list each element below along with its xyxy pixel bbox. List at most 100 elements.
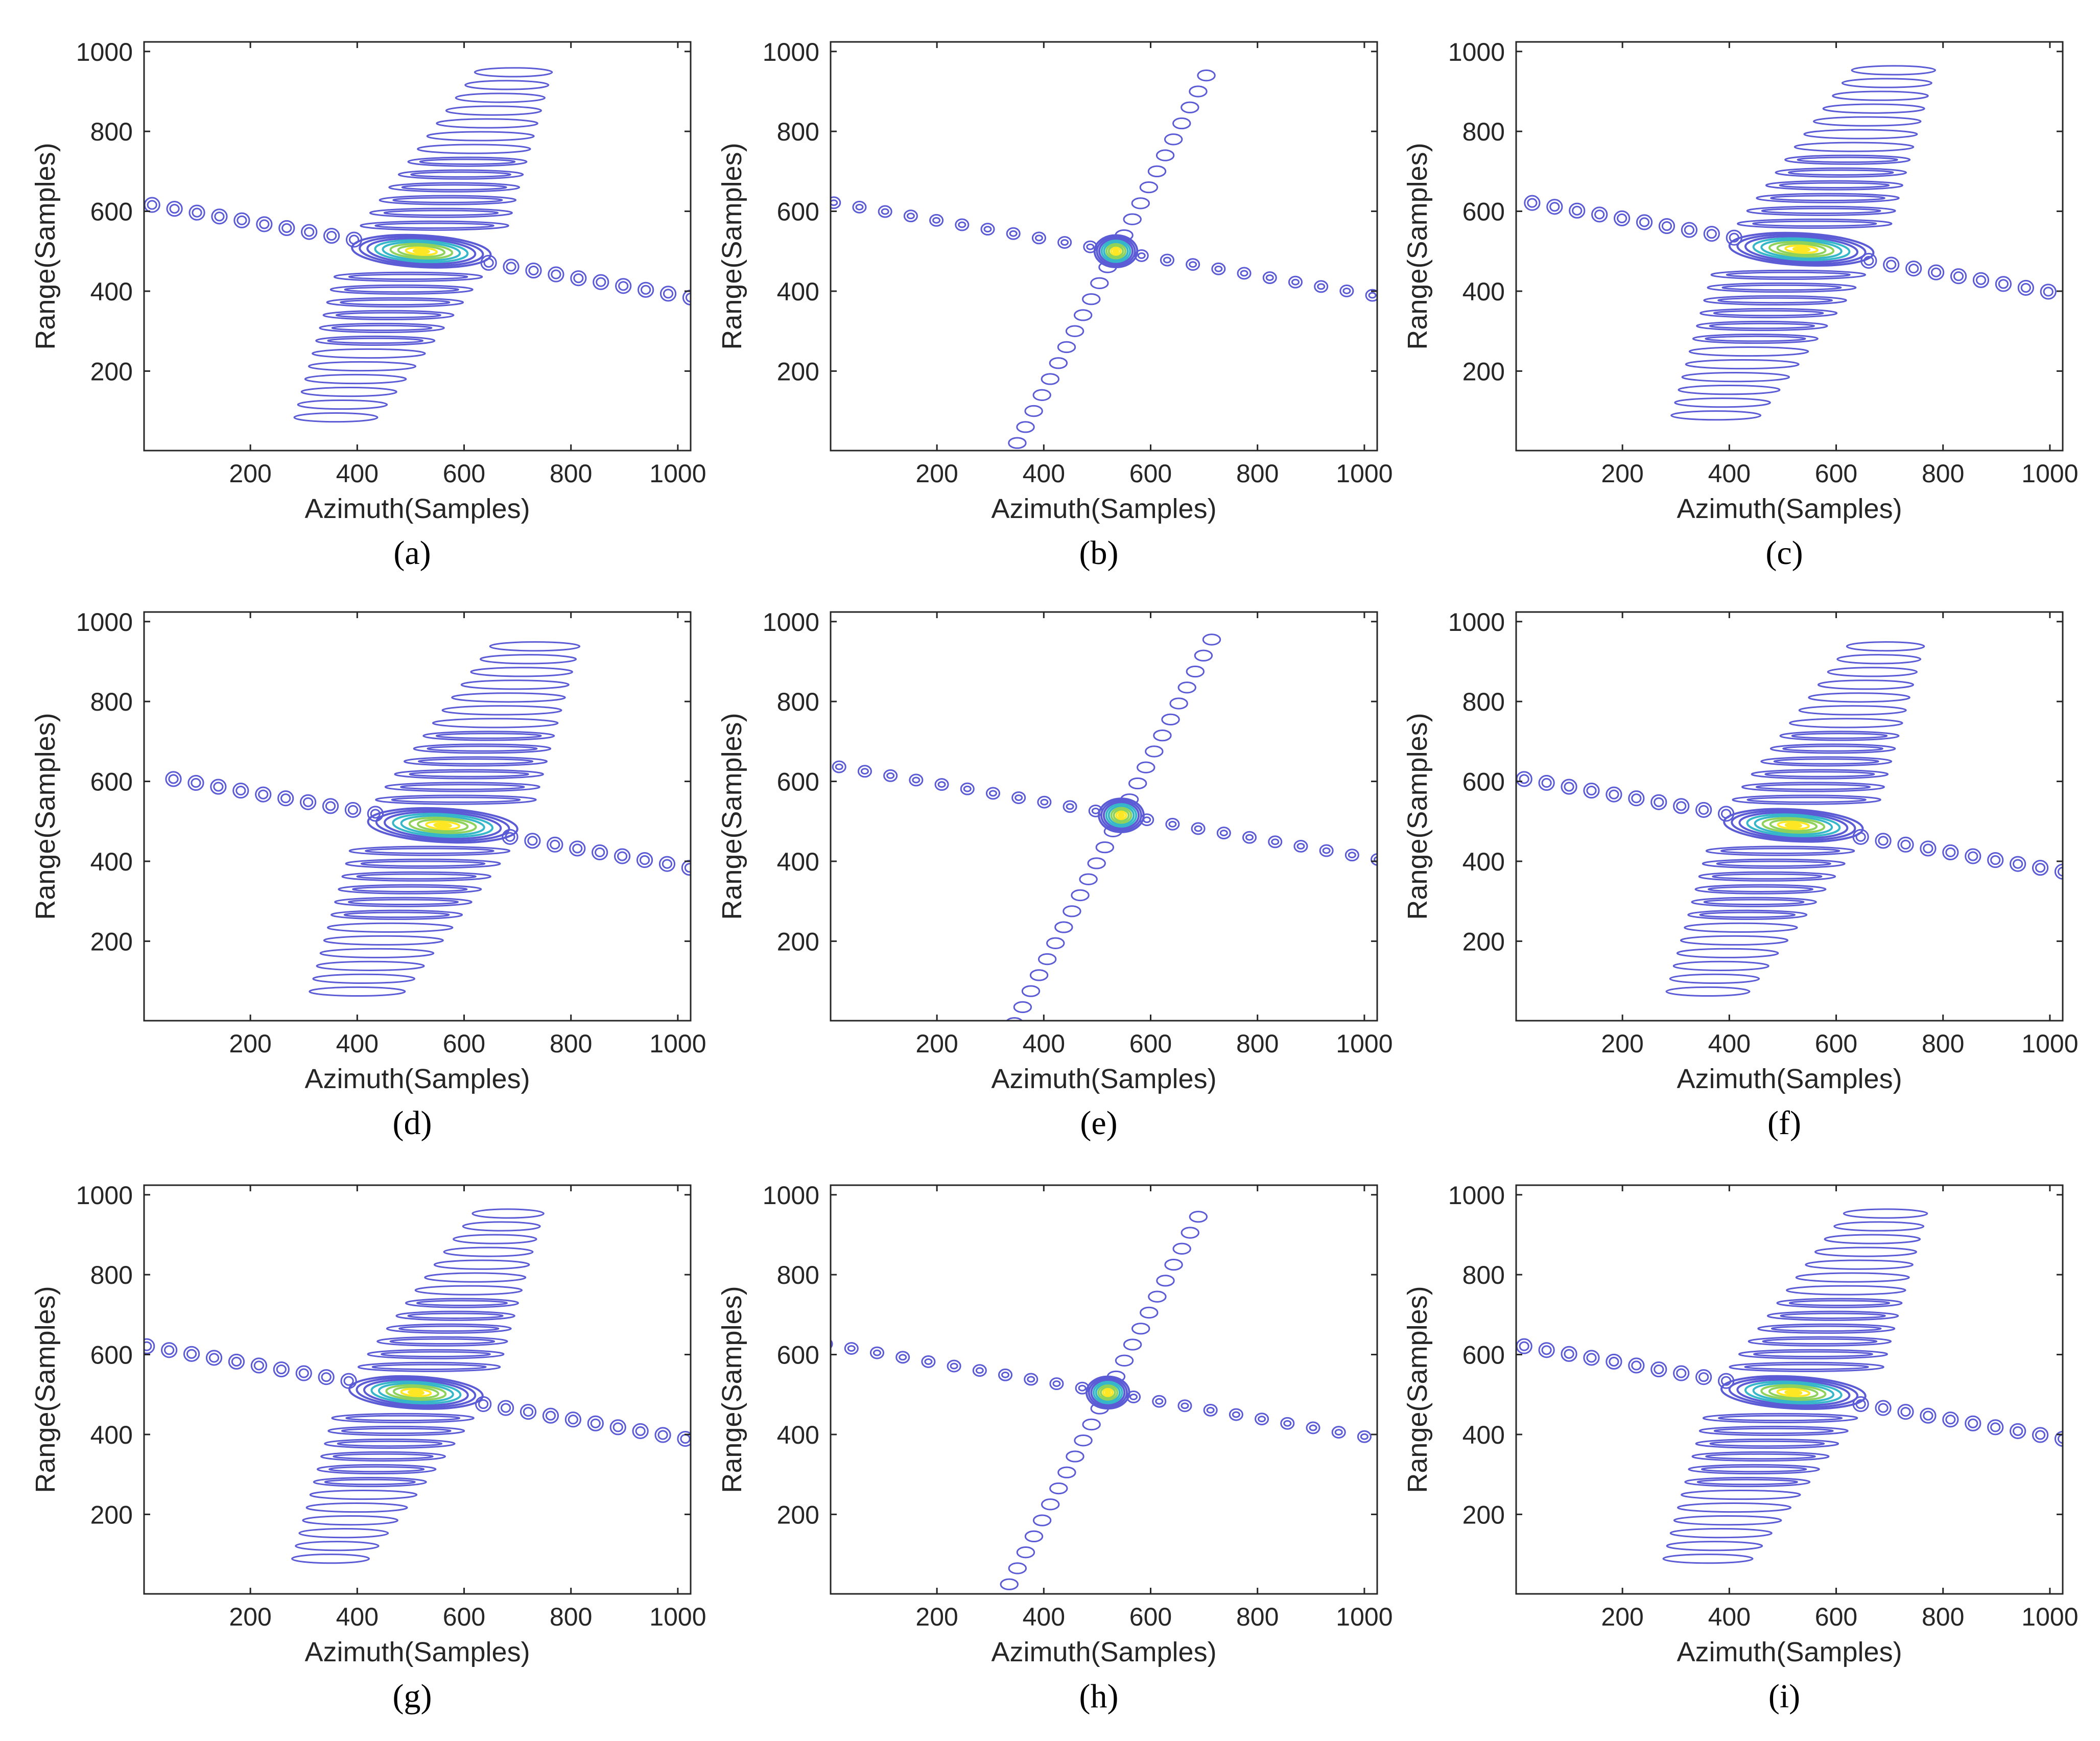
range-sidelobe-contour [432, 718, 559, 728]
azimuth-sidelobe-contour [1930, 267, 1942, 277]
mainlobe-contour [1776, 243, 1827, 256]
azimuth-sidelobe-contour [1086, 243, 1095, 250]
range-sidelobe-contour [312, 973, 415, 984]
azimuth-sidelobe-contour [1564, 1349, 1574, 1359]
panel-f: 200 400 600 800 1000 200 400 600 800 1000 Azimuth(… [1402, 608, 2079, 1142]
range-sidelobe-contour [1063, 905, 1081, 917]
range-sidelobe-contour [392, 197, 503, 203]
azimuth-sidelobe-contour [958, 221, 966, 228]
range-sidelobe-contour [341, 1427, 452, 1434]
azimuth-sidelobe-contour [1900, 1407, 1911, 1417]
range-sidelobe-contour [1770, 195, 1885, 201]
panel-e: 200 400 600 800 1000 200 400 600 800 1000 Azimuth(… [717, 608, 1393, 1142]
panel-caption: (i) [1768, 1678, 1800, 1715]
y-tick-label: 600 [90, 198, 133, 226]
contour-group [1516, 641, 2063, 997]
mainlobe-contour [1746, 813, 1841, 837]
range-sidelobe-contour [1784, 154, 1911, 165]
azimuth-sidelobe-contour [2057, 866, 2063, 877]
azimuth-sidelobe-contour [822, 1342, 829, 1347]
range-sidelobe-contour [345, 858, 501, 869]
range-sidelobe-contour [1049, 1482, 1068, 1495]
range-sidelobe-contour [348, 845, 511, 856]
y-tick-label: 1000 [76, 1181, 133, 1210]
range-sidelobe-contour [1788, 169, 1894, 176]
range-sidelobe-contour [1798, 705, 1907, 716]
mainlobe-contour [400, 814, 485, 836]
azimuth-sidelobe-contour [983, 226, 992, 233]
x-tick-label: 800 [1922, 1603, 1964, 1631]
x-tick-label: 600 [443, 1603, 485, 1631]
azimuth-sidelobe-contour [860, 768, 869, 775]
range-sidelobe-contour [1684, 1476, 1811, 1488]
y-tick-label: 400 [1462, 1421, 1505, 1449]
contour-group [831, 69, 1377, 449]
azimuth-sidelobe-contour [618, 281, 629, 291]
range-sidelobe-contour [1716, 860, 1831, 867]
range-sidelobe-contour [445, 105, 542, 116]
range-sidelobe-contour [1827, 667, 1918, 677]
range-sidelobe-contour [379, 195, 517, 205]
range-sidelobe-contour [1813, 116, 1922, 127]
mainlobe-contour [1720, 1375, 1867, 1410]
range-sidelobe-contour [1696, 1478, 1798, 1486]
range-sidelobe-contour [1041, 1498, 1060, 1511]
azimuth-sidelobe-contour [1271, 838, 1280, 845]
range-sidelobe-contour [1177, 681, 1196, 694]
mainlobe-contour [1110, 246, 1122, 256]
azimuth-sidelobe-contour [595, 847, 605, 858]
azimuth-sidelobe-contour [1214, 265, 1223, 272]
range-sidelobe-contour [331, 909, 463, 920]
y-axis-label: Range(Samples) [1402, 1286, 1433, 1493]
range-sidelobe-contour [1709, 322, 1815, 330]
azimuth-sidelobe-contour [1586, 786, 1597, 796]
azimuth-sidelobe-contour [186, 1349, 197, 1359]
range-sidelobe-contour [1131, 197, 1150, 209]
azimuth-sidelobe-contour [883, 769, 898, 782]
x-tick-label: 1000 [649, 1603, 706, 1631]
range-sidelobe-contour [464, 80, 550, 90]
y-tick-label: 800 [90, 1261, 133, 1289]
range-sidelobe-contour [1194, 649, 1213, 662]
range-sidelobe-contour [1128, 777, 1147, 790]
azimuth-sidelobe-contour [658, 856, 676, 872]
y-tick-label: 200 [1462, 927, 1505, 956]
mainlobe-contour [367, 807, 518, 844]
azimuth-sidelobe-contour [164, 1345, 175, 1355]
azimuth-sidelobe-contour [639, 855, 650, 865]
range-sidelobe-contour [1687, 909, 1808, 920]
range-sidelobe-contour [1779, 182, 1890, 189]
mainlobe-contour [400, 1387, 432, 1397]
mainlobe-contour [1092, 1381, 1123, 1404]
azimuth-sidelobe-contour [228, 1353, 245, 1370]
azimuth-sidelobe-contour [1950, 268, 1967, 285]
azimuth-sidelobe-contour [1314, 280, 1329, 293]
mainlobe-contour [1099, 1386, 1116, 1399]
range-sidelobe-contour [436, 118, 538, 129]
mainlobe-contour [359, 236, 484, 267]
azimuth-sidelobe-contour [1203, 1403, 1218, 1417]
range-sidelobe-contour [1140, 1306, 1159, 1319]
range-sidelobe-contour [398, 1325, 500, 1332]
mainlobe-contour [1095, 1382, 1121, 1403]
azimuth-sidelobe-contour [1673, 798, 1690, 814]
azimuth-sidelobe-contour [1516, 771, 1532, 787]
range-sidelobe-contour [343, 911, 450, 918]
y-tick-label: 400 [90, 848, 133, 876]
range-sidelobe-contour [322, 310, 455, 320]
mainlobe-contour [385, 1384, 447, 1401]
range-sidelobe-contour [1701, 1466, 1807, 1473]
azimuth-sidelobe-contour [1968, 1418, 1978, 1428]
azimuth-sidelobe-contour [1368, 292, 1377, 299]
range-sidelobe-contour [331, 1413, 475, 1424]
azimuth-sidelobe-contour [1075, 1381, 1090, 1395]
range-sidelobe-contour [1760, 756, 1893, 767]
mainlobe-contour [1736, 233, 1867, 265]
azimuth-sidelobe-contour [1945, 1415, 1956, 1425]
azimuth-sidelobe-contour [909, 773, 924, 787]
range-sidelobe-contour [1782, 745, 1883, 752]
range-sidelobe-contour [1153, 729, 1172, 742]
range-sidelobe-contour [404, 756, 548, 767]
azimuth-sidelobe-contour [2032, 860, 2049, 876]
azimuth-sidelobe-contour [1037, 795, 1052, 809]
